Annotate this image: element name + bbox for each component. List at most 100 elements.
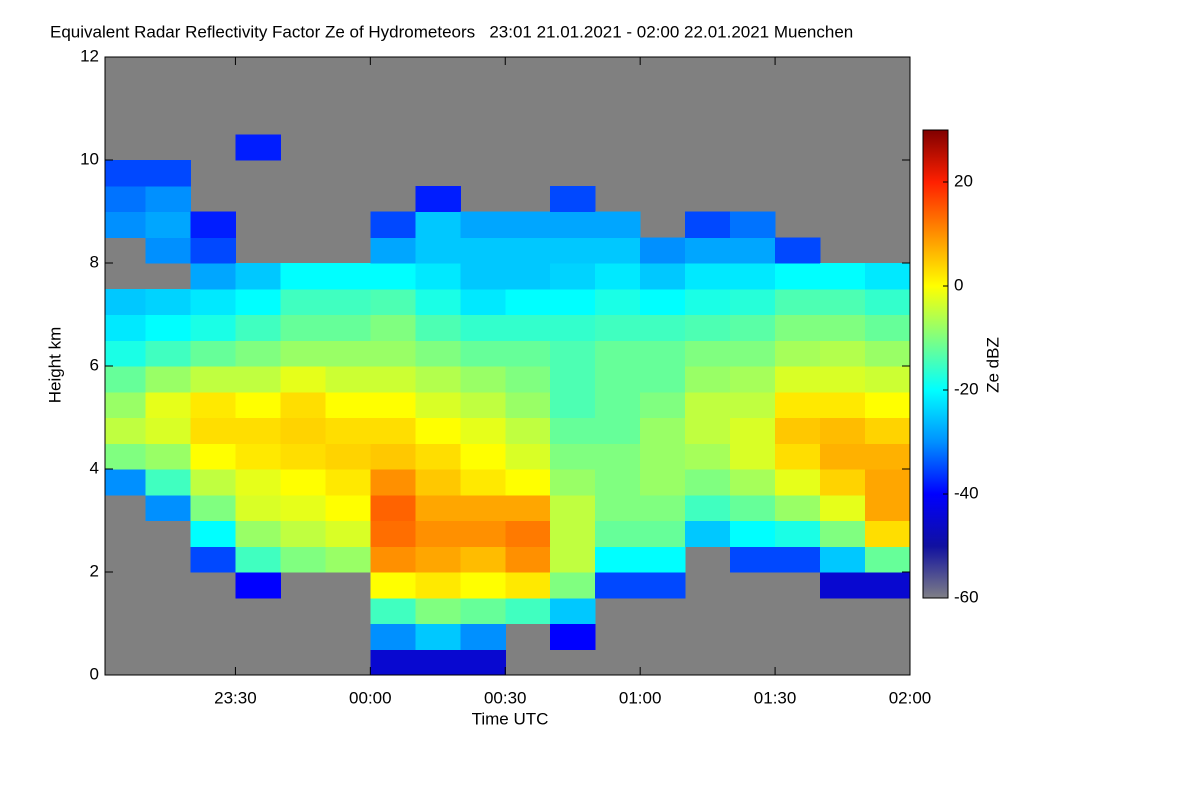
heatmap-cell xyxy=(370,469,416,496)
heatmap-cell xyxy=(460,237,506,264)
heatmap-cell xyxy=(595,572,641,599)
heatmap-cell xyxy=(730,417,776,444)
heatmap-cell xyxy=(370,211,416,238)
heatmap-cell xyxy=(730,520,776,547)
heatmap-cell xyxy=(685,237,731,264)
heatmap-cell xyxy=(595,263,641,290)
heatmap-cell xyxy=(460,443,506,470)
heatmap-cell xyxy=(865,417,911,444)
heatmap-cell xyxy=(550,443,596,470)
heatmap-cell xyxy=(820,494,866,521)
heatmap-cell xyxy=(145,160,191,187)
heatmap-cell xyxy=(550,391,596,418)
heatmap-cell xyxy=(730,494,776,521)
heatmap-cell xyxy=(415,443,461,470)
heatmap-cell xyxy=(550,366,596,393)
heatmap-cell xyxy=(730,546,776,573)
heatmap-cell xyxy=(370,288,416,315)
heatmap-cell xyxy=(640,443,686,470)
heatmap-cell xyxy=(640,417,686,444)
heatmap-cell xyxy=(550,211,596,238)
heatmap-cell xyxy=(190,417,236,444)
heatmap-cell xyxy=(370,520,416,547)
heatmap-cell xyxy=(505,443,551,470)
heatmap-cell xyxy=(325,417,371,444)
heatmap-cell xyxy=(775,237,821,264)
heatmap-cell xyxy=(550,185,596,212)
heatmap-cell xyxy=(105,391,146,418)
heatmap-cell xyxy=(595,340,641,367)
heatmap-cell xyxy=(550,494,596,521)
heatmap-cell xyxy=(505,546,551,573)
heatmap-cell xyxy=(325,340,371,367)
heatmap-cell xyxy=(820,340,866,367)
heatmap-cell xyxy=(460,366,506,393)
heatmap-cell xyxy=(325,494,371,521)
heatmap-cell xyxy=(730,237,776,264)
heatmap-cell xyxy=(865,494,911,521)
heatmap-cell xyxy=(820,366,866,393)
heatmap-cell xyxy=(325,546,371,573)
heatmap-cell xyxy=(460,546,506,573)
heatmap-cell xyxy=(415,520,461,547)
colorbar-tick-label: -20 xyxy=(954,379,979,398)
heatmap-cell xyxy=(595,469,641,496)
chart-title: Equivalent Radar Reflectivity Factor Ze … xyxy=(50,22,853,41)
heatmap-cell xyxy=(730,288,776,315)
heatmap-cell xyxy=(595,237,641,264)
heatmap-cell xyxy=(865,469,911,496)
heatmap-cell xyxy=(505,366,551,393)
heatmap-cell xyxy=(595,314,641,341)
heatmap-cell xyxy=(370,597,416,624)
heatmap-cell xyxy=(550,417,596,444)
heatmap-cell xyxy=(145,417,191,444)
heatmap-cell xyxy=(235,134,281,161)
heatmap-cell xyxy=(595,391,641,418)
heatmap-cell xyxy=(865,520,911,547)
heatmap-cell xyxy=(460,314,506,341)
heatmap-cell xyxy=(370,314,416,341)
heatmap-cell xyxy=(145,391,191,418)
y-tick-label: 6 xyxy=(90,355,99,374)
heatmap-cell xyxy=(325,288,371,315)
heatmap-cell xyxy=(820,288,866,315)
heatmap-cell xyxy=(775,520,821,547)
heatmap-cell xyxy=(865,314,911,341)
heatmap-cell xyxy=(190,391,236,418)
heatmap-cell xyxy=(595,417,641,444)
heatmap-cell xyxy=(460,340,506,367)
heatmap-cell xyxy=(235,469,281,496)
heatmap-cell xyxy=(190,546,236,573)
heatmap-cell xyxy=(105,288,146,315)
heatmap-cell xyxy=(145,288,191,315)
heatmap-cell xyxy=(460,623,506,650)
heatmap-cell xyxy=(820,520,866,547)
heatmap-cell xyxy=(685,417,731,444)
heatmap-cell xyxy=(415,597,461,624)
heatmap-cell xyxy=(685,288,731,315)
heatmap-cell xyxy=(550,597,596,624)
heatmap-cell xyxy=(105,417,146,444)
heatmap-cell xyxy=(370,417,416,444)
heatmap-cell xyxy=(145,494,191,521)
heatmap-cell xyxy=(280,494,326,521)
heatmap-cell xyxy=(415,263,461,290)
heatmap-cell xyxy=(145,185,191,212)
heatmap-cell xyxy=(685,366,731,393)
y-tick-label: 2 xyxy=(90,561,99,580)
heatmap-cell xyxy=(190,314,236,341)
heatmap-cell xyxy=(145,237,191,264)
heatmap-cell xyxy=(105,340,146,367)
heatmap-cell xyxy=(505,211,551,238)
heatmap-cell xyxy=(685,211,731,238)
heatmap-cell xyxy=(145,366,191,393)
heatmap-cell xyxy=(415,572,461,599)
heatmap-cell xyxy=(775,263,821,290)
heatmap-cell xyxy=(280,263,326,290)
heatmap-cell xyxy=(820,572,866,599)
y-tick-label: 0 xyxy=(90,664,99,683)
heatmap-cell xyxy=(505,597,551,624)
heatmap-cell xyxy=(280,314,326,341)
heatmap-cell xyxy=(415,623,461,650)
x-axis-label: Time UTC xyxy=(472,709,549,728)
